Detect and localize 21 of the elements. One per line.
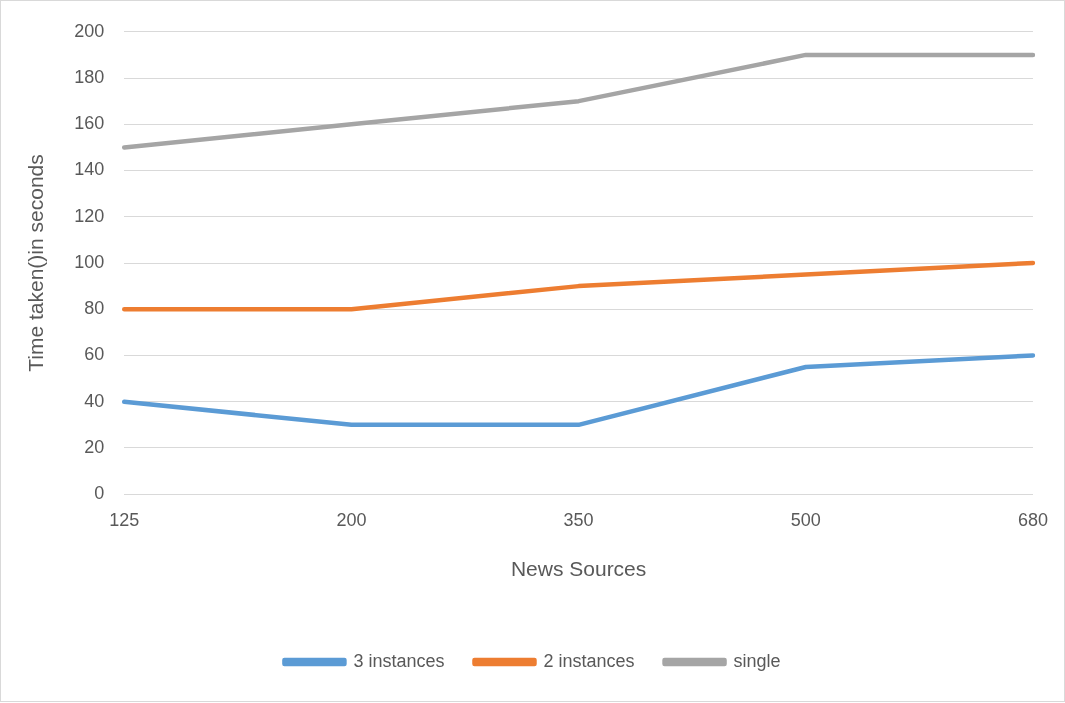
y-tick-label: 0 [94, 483, 105, 504]
legend-label: single [733, 650, 781, 671]
x-tick-label: 200 [336, 509, 367, 530]
x-tick-label: 500 [790, 509, 821, 530]
y-tick-label: 140 [74, 159, 105, 180]
y-tick-label: 120 [74, 205, 105, 226]
y-tick-label: 40 [84, 390, 105, 411]
x-tick-label: 350 [563, 509, 594, 530]
y-tick-label: 100 [74, 251, 105, 272]
y-tick-label: 60 [84, 344, 105, 365]
y-tick-label: 80 [84, 298, 105, 319]
y-tick-label: 160 [74, 113, 105, 134]
y-tick-label: 20 [84, 436, 105, 457]
y-tick-label: 180 [74, 67, 105, 88]
y-tick-label: 200 [74, 20, 105, 41]
x-tick-label: 125 [109, 509, 140, 530]
legend-label: 2 instances [543, 650, 635, 671]
x-axis-title: News Sources [510, 557, 647, 581]
x-tick-label: 680 [1017, 509, 1049, 530]
y-axis-title: Time taken()in seconds [24, 154, 48, 372]
legend-label: 3 instances [353, 650, 445, 671]
